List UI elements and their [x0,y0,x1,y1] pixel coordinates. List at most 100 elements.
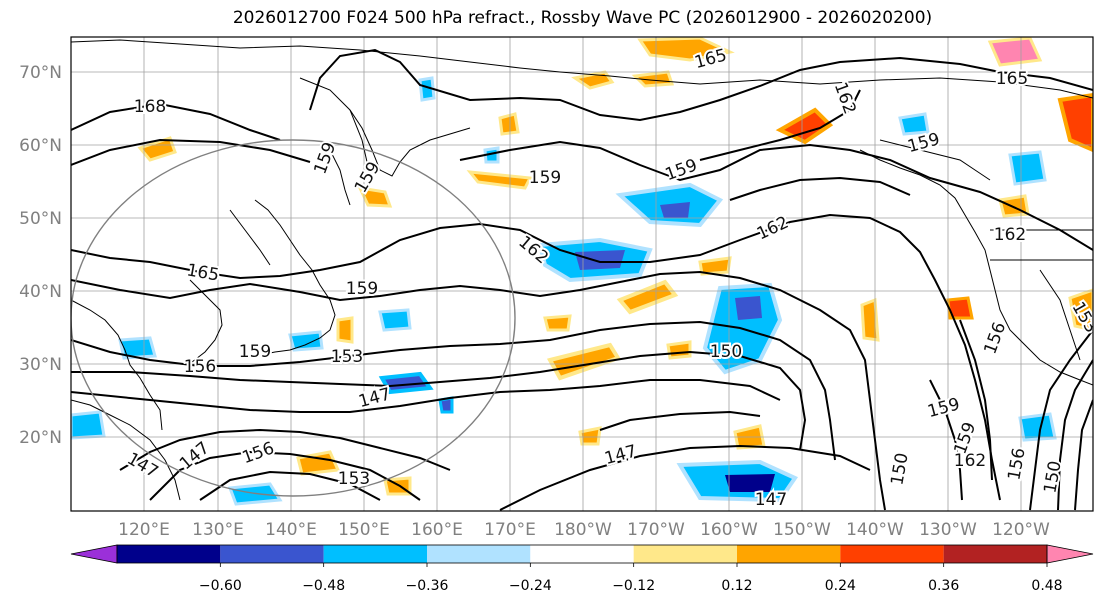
positive-anomaly [637,37,735,62]
contour-label: 156 [1004,446,1029,481]
contour-label: 165 [185,260,220,285]
lat-label: 40°N [19,282,62,302]
colorbar-tick-label: −0.12 [612,578,655,594]
colorbar-extend-low [70,544,118,564]
positive-anomaly [357,186,393,208]
lon-label: 170°E [484,520,536,540]
positive-anomaly [666,340,692,360]
lon-label: 150°E [338,520,390,540]
positive-anomaly [1057,92,1093,153]
contour-label: 156 [980,320,1010,357]
colorbar-tick-label: 0.12 [721,578,752,594]
negative-anomaly [1018,412,1057,442]
negative-anomaly [1008,150,1047,186]
colorbar-segment [840,545,944,563]
contour-label: 159 [239,342,271,362]
lon-label: 130°W [919,520,977,540]
negative-anomaly [898,112,930,136]
positive-anomaly [775,107,834,145]
positive-anomaly [946,296,974,320]
positive-anomaly [698,256,732,276]
positive-anomaly [546,342,622,381]
positive-anomaly [616,279,679,315]
colorbar-segment [117,545,221,563]
lon-label: 130°E [192,520,244,540]
colorbar-tick-label: 0.36 [928,578,959,594]
contour-label: 150 [887,451,912,486]
positive-anomaly [336,316,354,344]
lat-label: 50°N [19,209,62,229]
negative-anomaly [735,296,762,320]
chart-title: 2026012700 F024 500 hPa refract., Rossby… [232,8,933,28]
negative-anomaly [575,250,625,270]
colorbar: −0.60 −0.48 −0.36 −0.24 −0.12 0.12 0.24 0.36 0.4… [70,544,1094,594]
positive-anomaly [543,314,572,332]
colorbar-tick-label: −0.48 [302,578,345,594]
positive-anomaly [466,170,533,190]
lon-label: 160°W [700,520,758,540]
lon-label: 180°W [554,520,612,540]
lon-label: 160°E [411,520,463,540]
contour-label: 162 [830,80,860,117]
colorbar-segment [530,545,634,563]
colorbar-tick-label: 0.48 [1031,578,1062,594]
lon-label: 140°W [846,520,904,540]
height-contours [71,48,1093,511]
colorbar-segment [427,545,531,563]
colorbar-outline [116,544,1048,564]
negative-anomaly [483,146,500,164]
colorbar-extend-high [1046,544,1094,564]
negative-anomaly [725,474,775,492]
lon-label: 120°E [118,520,170,540]
negative-anomaly [378,308,412,332]
colorbar-tick-label: 0.24 [825,578,856,594]
lon-label: 120°W [992,520,1050,540]
contour-label: 159 [529,168,561,188]
positive-anomaly [987,37,1043,67]
negative-anomaly [378,371,434,395]
contour-label: 168 [134,97,166,117]
contour-label: 159 [346,279,378,299]
contour-label: 153 [338,469,370,489]
contour-label: 153 [331,347,363,367]
negative-anomaly [418,76,436,102]
map-frame [70,36,1094,512]
positive-anomaly [631,70,675,88]
lat-label: 70°N [19,63,62,83]
lon-label: 170°W [627,520,685,540]
lon-label: 140°E [265,520,317,540]
contour-label: 162 [754,213,792,245]
colorbar-segment [943,545,1047,563]
negative-anomaly [660,202,690,218]
negative-anomaly [288,330,324,352]
contour-label: 162 [994,225,1026,245]
lat-label: 20°N [19,428,62,448]
colorbar-segment [220,545,324,563]
contour-label: 147 [602,441,639,469]
positive-anomaly [571,70,615,90]
lat-label: 60°N [19,136,62,156]
contour-label: 159 [663,155,700,185]
positive-anomaly [498,112,520,136]
colorbar-segment [737,545,841,563]
coastlines [71,39,1093,501]
contour-label: 165 [996,69,1028,89]
positive-anomaly [137,136,177,162]
contour-label: 150 [1040,459,1065,494]
colorbar-tick-label: −0.36 [406,578,449,594]
contour-label: 156 [184,357,216,377]
contour-label: 159 [925,394,962,422]
contour-label: 147 [755,490,787,510]
contour-label: 156 [240,438,277,468]
contour-label: 147 [123,449,161,483]
colorbar-tick-label: −0.60 [199,578,242,594]
region-circle [71,139,516,497]
lat-label: 30°N [19,355,62,375]
colorbar-segment [633,545,737,563]
positive-anomaly [860,297,880,342]
lon-label: 150°W [773,520,831,540]
colorbar-segment [323,545,427,563]
positive-anomaly [1068,288,1093,332]
negative-anomaly [118,336,157,360]
